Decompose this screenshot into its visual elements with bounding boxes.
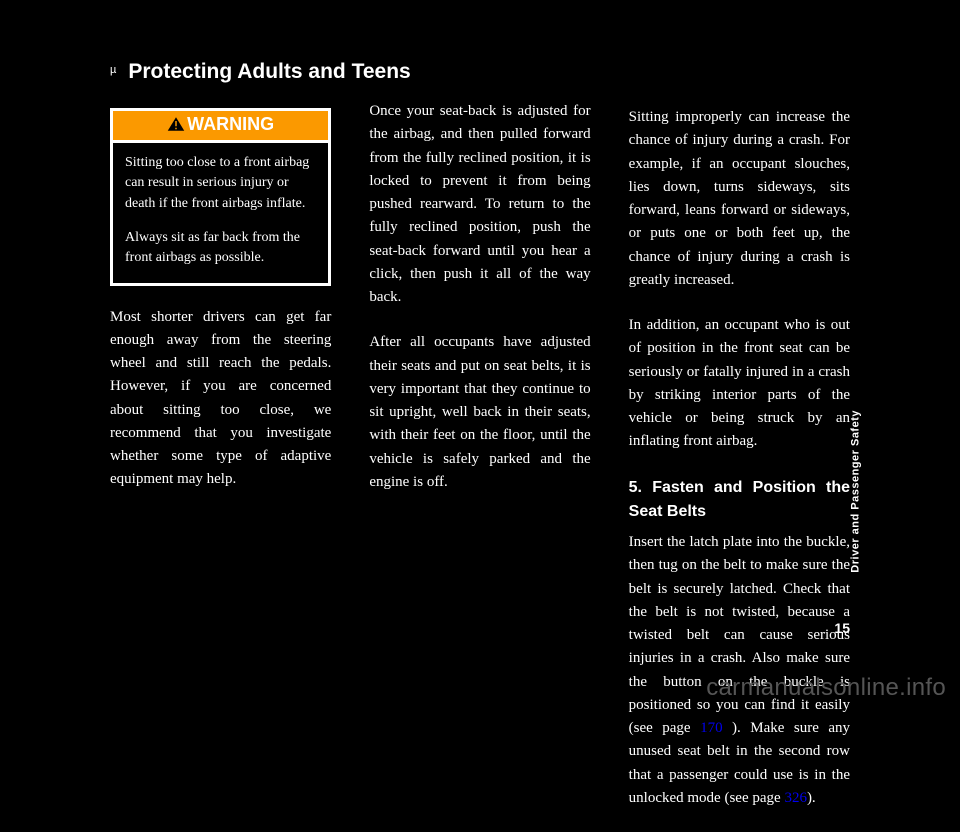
page-link-326[interactable]: 326 — [784, 790, 807, 806]
chapter-tab: Driver and Passenger Safety — [850, 410, 862, 573]
col1-p1: Most shorter drivers can get far enough … — [110, 306, 331, 492]
col3-p3-a: Insert the latch plate into the buckle, … — [629, 534, 850, 736]
column-1-text: Most shorter drivers can get far enough … — [110, 306, 331, 514]
watermark: carmanualsonline.info — [706, 674, 946, 702]
page-number-bottom: 15 — [834, 620, 850, 636]
warning-triangle-icon — [167, 116, 185, 132]
warning-label: WARNING — [187, 114, 274, 134]
subsection-heading: 5. Fasten and Position the Seat Belts — [629, 476, 850, 526]
col3-p3-c: ). — [807, 790, 816, 806]
page-link-170[interactable]: 170 — [700, 720, 723, 736]
warning-callout: WARNING Sitting too close to a front air… — [110, 108, 331, 285]
column-1: WARNING Sitting too close to a front air… — [110, 100, 331, 620]
page-root: µ Protecting Adults and Teens WARNING Si… — [0, 0, 960, 714]
three-column-layout: WARNING Sitting too close to a front air… — [110, 100, 850, 620]
col3-p1: Sitting improperly can increase the chan… — [629, 106, 850, 292]
column-3: Sitting improperly can increase the chan… — [629, 100, 850, 620]
col2-p1: Once your seat-back is adjusted for the … — [369, 100, 590, 309]
column-2-text: Once your seat-back is adjusted for the … — [369, 100, 590, 516]
col2-p2: After all occupants have adjusted their … — [369, 331, 590, 494]
warning-text-1: Sitting too close to a front airbag can … — [125, 153, 316, 214]
warning-header: WARNING — [113, 111, 328, 143]
page-ornament-top: µ — [110, 64, 116, 76]
column-3-text: Sitting improperly can increase the chan… — [629, 106, 850, 832]
col3-p3: Insert the latch plate into the buckle, … — [629, 531, 850, 810]
column-2: Once your seat-back is adjusted for the … — [369, 100, 590, 620]
warning-text-2: Always sit as far back from the front ai… — [125, 228, 316, 269]
page-title: Protecting Adults and Teens — [128, 60, 410, 84]
col3-p2: In addition, an occupant who is out of p… — [629, 314, 850, 454]
title-row: µ Protecting Adults and Teens — [110, 60, 850, 84]
warning-body: Sitting too close to a front airbag can … — [113, 143, 328, 282]
